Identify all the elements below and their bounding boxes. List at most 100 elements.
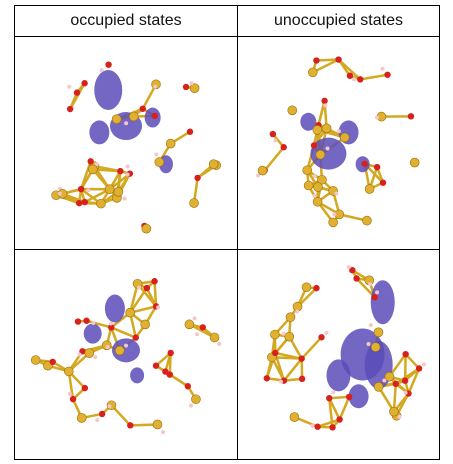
atom-o: [75, 318, 81, 324]
atom-o: [78, 186, 84, 192]
atom-si: [365, 184, 374, 193]
atom-o: [329, 424, 335, 430]
atom-si: [112, 115, 121, 124]
atom-h: [153, 85, 157, 89]
atom-si: [329, 218, 338, 227]
orbital-isosurface: [130, 367, 144, 383]
atom-si: [126, 308, 135, 317]
atom-o: [313, 285, 319, 291]
atom-o: [347, 73, 353, 79]
atom-o: [151, 278, 157, 284]
molecule-image: [15, 37, 237, 249]
atom-o: [153, 362, 159, 368]
orbital-isosurface: [327, 359, 351, 391]
atom-si: [340, 133, 349, 142]
atom-si: [105, 185, 114, 194]
atom-h: [313, 174, 317, 178]
atom-si: [290, 413, 299, 422]
atom-o: [167, 350, 173, 356]
atom-h: [126, 172, 130, 176]
atom-h: [366, 342, 370, 346]
atom-si: [285, 332, 294, 341]
atom-h: [334, 192, 338, 196]
atom-o: [371, 294, 377, 300]
atom-h: [375, 290, 379, 294]
atom-o: [408, 113, 414, 119]
atom-h: [106, 345, 110, 349]
atom-h: [195, 332, 199, 336]
atom-o: [326, 395, 332, 401]
atom-si: [313, 183, 322, 192]
atom-si: [191, 395, 200, 404]
atom-h: [331, 390, 335, 394]
atom-h: [109, 321, 113, 325]
atom-si: [308, 68, 317, 77]
atom-o: [402, 378, 408, 384]
atom-o: [183, 84, 189, 90]
atom-o: [70, 396, 76, 402]
atom-si: [304, 181, 313, 190]
atom-h: [67, 85, 71, 89]
atom-o: [133, 334, 139, 340]
bond: [265, 147, 284, 170]
atom-si: [303, 166, 312, 175]
figure-table: occupied states unoccupied states: [14, 5, 440, 460]
atom-si: [85, 349, 94, 358]
atom-h: [193, 316, 197, 320]
atom-o: [50, 359, 56, 365]
atom-si: [316, 150, 325, 159]
atom-o: [270, 131, 276, 137]
atom-h: [382, 378, 386, 382]
atom-o: [313, 57, 319, 63]
atom-o: [346, 394, 352, 400]
atom-h: [123, 197, 127, 201]
atom-h: [91, 321, 95, 325]
orbital-isosurface: [371, 280, 395, 324]
atom-o: [117, 168, 123, 174]
molecule-image: [15, 250, 237, 459]
atom-h: [95, 418, 99, 422]
atom-h: [326, 147, 330, 151]
atom-o: [357, 76, 363, 82]
atom-si: [410, 158, 419, 167]
atom-o: [105, 61, 111, 67]
atom-h: [352, 77, 356, 81]
atom-o: [314, 424, 320, 430]
atom-h: [124, 121, 128, 125]
atom-o: [416, 365, 422, 371]
atom-si: [286, 313, 295, 322]
atom-si: [374, 328, 383, 337]
atom-o: [82, 385, 88, 391]
atom-h: [217, 342, 221, 346]
atom-h: [332, 212, 336, 216]
atom-si: [115, 346, 124, 355]
atom-h: [310, 424, 314, 428]
atom-h: [398, 415, 402, 419]
atom-o: [336, 416, 342, 422]
atom-h: [156, 305, 160, 309]
bond: [170, 353, 171, 375]
atom-o: [74, 89, 80, 95]
atom-h: [323, 103, 327, 107]
atom-h: [404, 391, 408, 395]
atom-si: [313, 125, 322, 134]
atom-h: [337, 129, 341, 133]
atom-o: [318, 334, 324, 340]
atom-si: [374, 382, 383, 391]
atom-si: [190, 199, 199, 208]
atom-o: [83, 318, 89, 324]
orbital-isosurface: [94, 70, 122, 110]
atom-si: [210, 333, 219, 342]
atom-si: [141, 320, 150, 329]
column-header: unoccupied states: [238, 6, 439, 36]
atom-si: [153, 420, 162, 429]
atom-h: [68, 392, 72, 396]
atom-h: [137, 286, 141, 290]
molecule-image: [238, 250, 439, 459]
atom-o: [299, 376, 305, 382]
atom-h: [380, 67, 384, 71]
bond: [316, 60, 338, 61]
atom-si: [142, 224, 151, 233]
atom-o: [374, 164, 380, 170]
column-header: occupied states: [15, 6, 237, 36]
